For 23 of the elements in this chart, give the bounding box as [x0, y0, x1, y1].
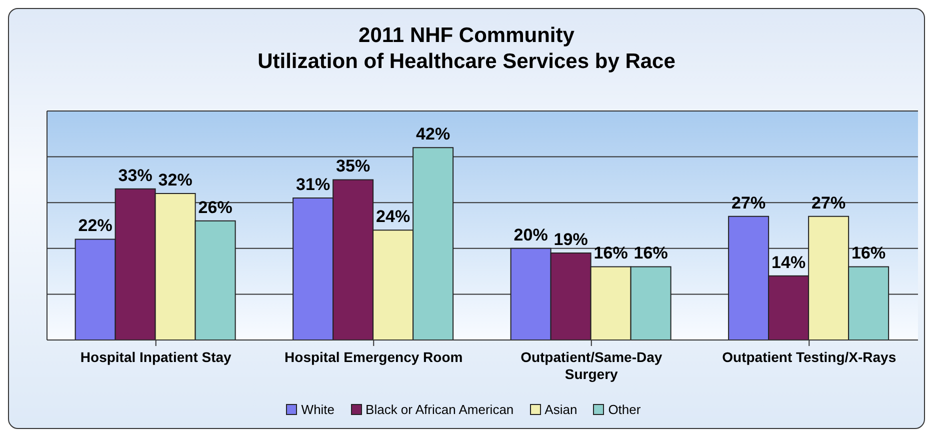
data-label: 26%	[198, 198, 232, 217]
data-label: 19%	[554, 230, 588, 249]
data-label: 33%	[118, 166, 152, 185]
chart-title: 2011 NHF Community Utilization of Healthcare Services by Race	[256, 23, 676, 75]
data-label: 20%	[514, 225, 548, 244]
data-label: 16%	[634, 244, 668, 263]
data-label: 31%	[296, 175, 330, 194]
data-label: 35%	[336, 156, 370, 176]
data-label: 14%	[772, 252, 806, 272]
x-tick-label: Outpatient Testing/X-Rays	[722, 349, 896, 365]
legend-label: Black or African American	[366, 402, 514, 417]
x-tick-label: Hospital Emergency Room	[284, 349, 463, 365]
data-label: 24%	[376, 207, 410, 226]
legend-label: Asian	[544, 402, 578, 417]
legend-label: White	[301, 402, 335, 417]
x-tick-label: Outpatient/Same-Day Surgery	[520, 349, 662, 382]
data-label: 16%	[594, 244, 628, 263]
data-label: 42%	[416, 124, 450, 144]
data-label: 16%	[852, 244, 886, 263]
x-tick-label: Hospital Inpatient Stay	[80, 349, 232, 365]
data-label: 22%	[78, 216, 112, 236]
legend-label: Other	[608, 402, 641, 417]
data-label: 32%	[158, 170, 192, 190]
